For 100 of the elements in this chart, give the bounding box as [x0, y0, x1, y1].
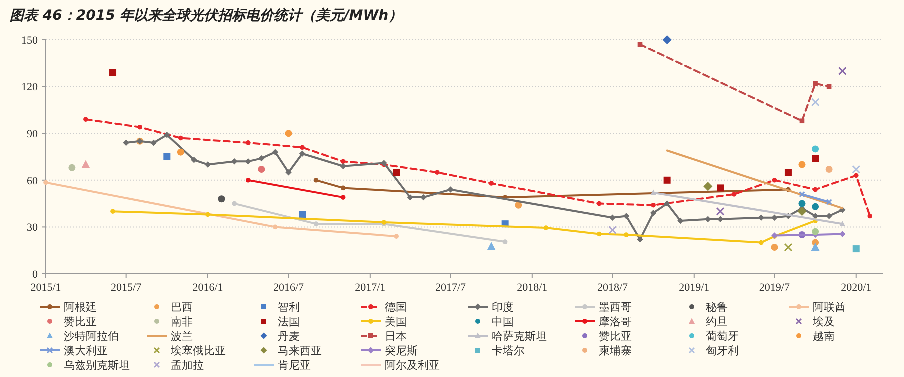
- legend-label: 丹麦: [278, 330, 300, 343]
- point: [123, 140, 130, 146]
- legend-label: 肯尼亚: [278, 358, 311, 372]
- point: [110, 209, 116, 214]
- y-tick-label: 30: [27, 222, 38, 234]
- point: [838, 66, 847, 76]
- legend-label: 澳大利亚: [64, 344, 108, 358]
- point: [502, 240, 508, 244]
- point: [84, 117, 88, 122]
- x-tick-label: 2018/1: [517, 282, 548, 294]
- legend-label: 法国: [278, 315, 300, 328]
- legend-label: 美国: [385, 315, 407, 328]
- y-tick-label: 0: [32, 268, 38, 281]
- legend-label: 阿联酋: [813, 300, 846, 314]
- point: [662, 35, 672, 45]
- point: [68, 164, 76, 172]
- point: [811, 98, 820, 107]
- point: [515, 202, 522, 209]
- x-tick-label: 2018/7: [597, 282, 629, 294]
- legend-label: 南非: [171, 315, 193, 328]
- y-tick-label: 150: [22, 34, 38, 47]
- point: [299, 211, 306, 218]
- point: [650, 210, 657, 216]
- point: [299, 150, 306, 157]
- x-tick-label: 2017/1: [355, 282, 386, 294]
- legend-label: 柬埔寨: [599, 344, 632, 358]
- legend-label: 巴西: [171, 300, 193, 314]
- legend-label: 摩洛哥: [599, 315, 632, 328]
- legend-label: 墨西哥: [599, 300, 632, 314]
- point: [798, 207, 807, 216]
- legend-label: 日本: [385, 330, 407, 343]
- legend-label: 赞比亚: [64, 315, 97, 328]
- legend-label: 卡塔尔: [492, 344, 525, 358]
- point: [407, 194, 414, 201]
- point: [178, 136, 184, 141]
- legend-label: 埃及: [812, 315, 835, 328]
- point: [812, 146, 820, 153]
- point: [759, 240, 764, 246]
- point: [798, 161, 806, 168]
- point: [272, 149, 279, 156]
- legend-label: 突尼斯: [385, 344, 418, 358]
- point: [204, 162, 212, 168]
- legend-label: 越南: [813, 330, 835, 343]
- point: [608, 226, 617, 235]
- point: [164, 132, 170, 138]
- point: [852, 165, 861, 174]
- point: [191, 157, 198, 164]
- point: [826, 166, 833, 173]
- point: [651, 202, 656, 208]
- point: [206, 212, 210, 218]
- point: [839, 231, 846, 238]
- legend-label: 葡萄牙: [706, 330, 739, 343]
- legend-label: 德国: [385, 300, 407, 314]
- point: [138, 124, 142, 130]
- point: [854, 173, 859, 178]
- point: [258, 155, 265, 162]
- point: [393, 169, 400, 176]
- point: [812, 213, 819, 220]
- point: [340, 195, 346, 200]
- y-tick-label: 60: [27, 175, 38, 188]
- legend-label: 赞比亚: [599, 330, 632, 343]
- point: [784, 243, 793, 252]
- point: [678, 218, 684, 224]
- point: [231, 158, 238, 165]
- point: [300, 145, 305, 150]
- x-tick-label: 2019/1: [679, 282, 710, 294]
- point: [44, 180, 48, 186]
- point: [704, 182, 713, 192]
- x-tick-label: 2020/1: [841, 282, 872, 294]
- point: [772, 178, 778, 183]
- legend-label: 阿根廷: [64, 300, 97, 314]
- point: [110, 69, 117, 76]
- legend-label: 智利: [278, 300, 300, 314]
- point: [285, 130, 292, 138]
- chart-title: 图表 46：2015 年以来全球光伏招标电价统计（美元/MWh）: [10, 7, 403, 24]
- point: [273, 224, 278, 230]
- point: [597, 201, 602, 206]
- x-tick-label: 2015/1: [30, 282, 62, 294]
- x-tick-label: 2016/7: [273, 282, 305, 294]
- point: [487, 242, 496, 250]
- point: [597, 232, 602, 237]
- point: [637, 236, 644, 243]
- point: [314, 222, 319, 226]
- point: [852, 246, 860, 253]
- point: [340, 163, 346, 170]
- point: [177, 148, 184, 156]
- legend-label: 阿尔及利亚: [385, 358, 440, 372]
- legend-label: 埃塞俄比亚: [170, 344, 226, 358]
- legend-label: 约旦: [706, 315, 728, 328]
- point: [286, 169, 292, 176]
- point: [716, 207, 725, 216]
- point: [232, 201, 238, 206]
- point: [314, 178, 319, 183]
- point: [623, 213, 630, 220]
- point: [420, 194, 427, 201]
- x-tick-label: 2017/7: [435, 282, 467, 294]
- point: [394, 234, 399, 239]
- point: [164, 154, 171, 160]
- point: [771, 244, 778, 251]
- point: [489, 181, 494, 186]
